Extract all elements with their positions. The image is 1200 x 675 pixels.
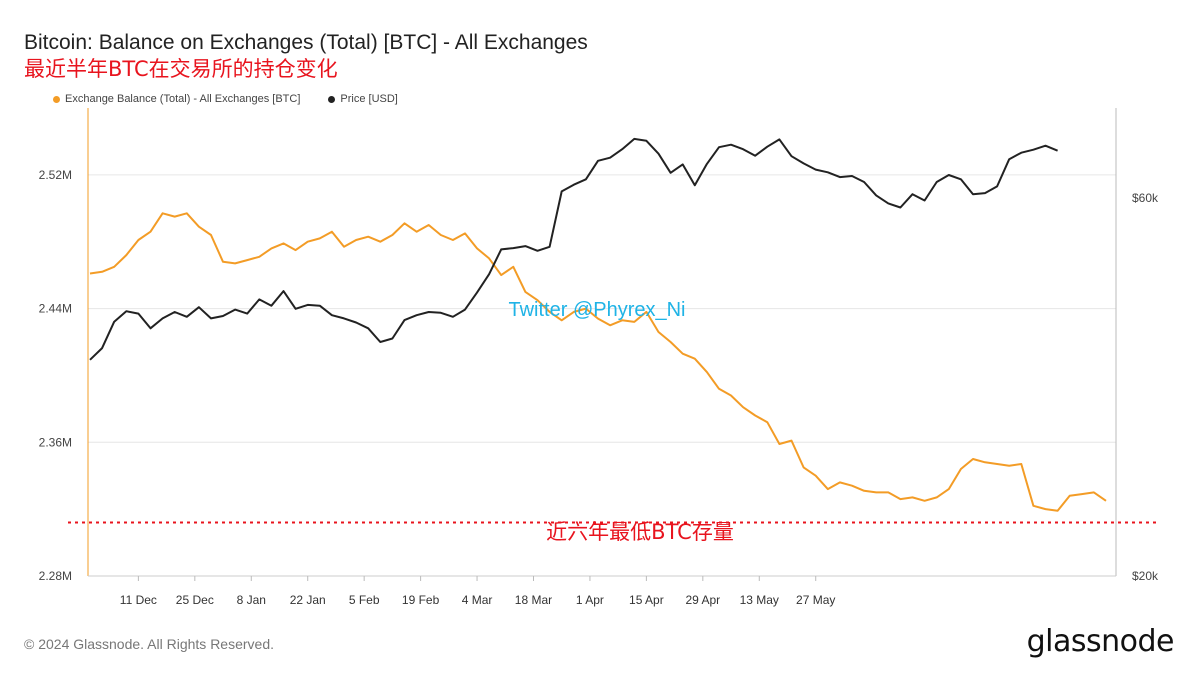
series-line-exchange-balance [89, 212, 1107, 512]
legend-item-price[interactable]: Price [USD] [328, 93, 398, 105]
x-tick-label: 8 Jan [237, 593, 266, 607]
legend-label-price: Price [USD] [340, 93, 398, 105]
chart-title: Bitcoin: Balance on Exchanges (Total) [B… [24, 31, 588, 54]
x-tick-label: 29 Apr [685, 593, 720, 607]
y-left-tick-label: 2.28M [39, 569, 72, 583]
annotation-text: 近六年最低BTC存量 [546, 520, 734, 544]
x-tick-label: 13 May [740, 593, 779, 607]
legend-item-balance[interactable]: Exchange Balance (Total) - All Exchanges… [53, 93, 300, 105]
y-left-tick-label: 2.44M [39, 302, 72, 316]
chart-subtitle: 最近半年BTC在交易所的持仓变化 [24, 57, 338, 81]
y-left-tick-label: 2.52M [39, 168, 72, 182]
x-tick-label: 1 Apr [576, 593, 604, 607]
y-left-tick-label: 2.36M [39, 435, 72, 449]
series-line-price [89, 137, 1058, 361]
x-tick-label: 22 Jan [290, 593, 326, 607]
y-right-tick-label: $60k [1132, 191, 1159, 205]
x-tick-label: 5 Feb [349, 593, 380, 607]
legend-label-balance: Exchange Balance (Total) - All Exchanges… [65, 93, 301, 105]
legend-dot-price-icon [328, 95, 336, 103]
copyright-footer: © 2024 Glassnode. All Rights Reserved. [24, 636, 275, 652]
x-tick-label: 18 Mar [515, 593, 552, 607]
legend-dot-balance-icon [53, 95, 60, 103]
y-right-tick-label: $20k [1132, 569, 1159, 583]
x-tick-label: 25 Dec [176, 593, 214, 607]
glassnode-logo: glassnode [1026, 624, 1175, 659]
x-tick-label: 19 Feb [402, 593, 440, 607]
x-tick-label: 27 May [796, 593, 835, 607]
watermark-text: Twitter @Phyrex_Ni [508, 299, 685, 321]
x-tick-label: 11 Dec [120, 593, 157, 607]
x-tick-label: 15 Apr [629, 593, 664, 607]
x-tick-label: 4 Mar [462, 593, 493, 607]
legend: Exchange Balance (Total) - All Exchanges… [53, 93, 398, 105]
